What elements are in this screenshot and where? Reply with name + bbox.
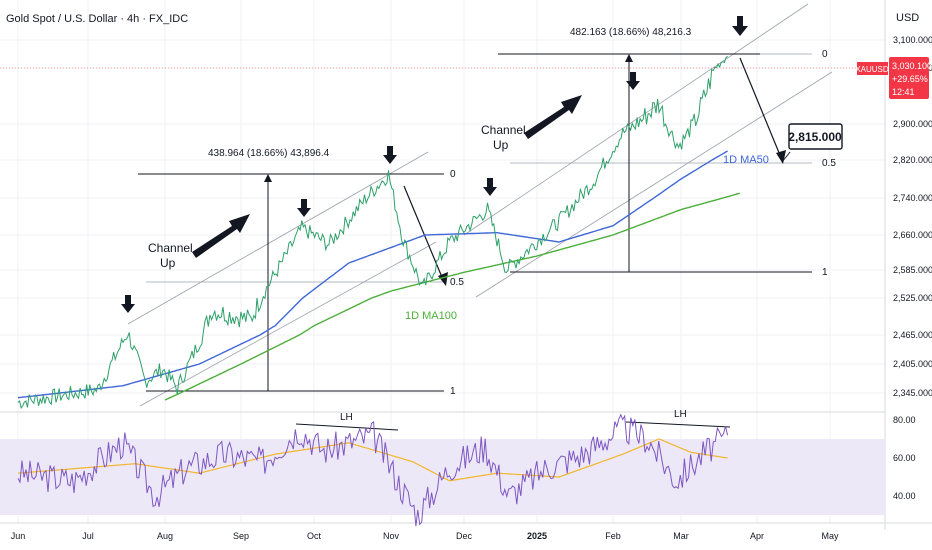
rsi-tick-label: 40.00 (893, 491, 916, 501)
time-tick-label: Mar (673, 531, 689, 541)
time-tick-label: Oct (307, 531, 322, 541)
channel-up-right-line1: Channel (481, 123, 526, 137)
channel-up-left-line1: Channel (148, 241, 193, 255)
fib-left-1-label: 1 (450, 386, 456, 397)
projection-left-line (403, 185, 445, 283)
time-tick-label: Aug (157, 531, 173, 541)
price-badge-countdown: 12:41 (892, 87, 915, 97)
down-arrow-dec (483, 178, 497, 196)
time-tick-label: Dec (456, 531, 473, 541)
trend-arrow-right (524, 95, 582, 139)
channel-up-label-right: Channel Up (481, 123, 529, 152)
fib-right-05-label: 0.5 (822, 158, 836, 169)
down-arrow-jul (121, 295, 135, 313)
price-tick-label: 2,900.000 (893, 119, 932, 129)
price-badge: XAUUSD 3,030.100 +29.65% 12:41 (855, 57, 932, 99)
price-line (17, 55, 728, 410)
down-arrow-oct (383, 146, 397, 164)
time-tick-label: Apr (750, 531, 764, 541)
channel-right-upper (463, 3, 809, 236)
projection-left-arrowhead (438, 272, 448, 286)
symbol-badge-bg (857, 62, 888, 75)
target-box (788, 123, 843, 150)
time-tick-label: Sep (233, 531, 249, 541)
price-tick-label: 2,585.000 (893, 265, 932, 275)
price-badge-change: +29.65% (892, 74, 928, 84)
symbol-title: Gold Spot / U.S. Dollar · 4h · FX_IDC (6, 13, 188, 25)
rsi-lh-label-left: LH (340, 412, 353, 423)
target-label: 2,815.000 (788, 130, 842, 144)
measure-left-label: 438.964 (18.66%) 43,896.4 (208, 148, 330, 159)
time-tick-label: May (821, 531, 839, 541)
target-pointer (781, 151, 791, 163)
drawings (121, 3, 843, 431)
time-tick-label: Jun (11, 531, 26, 541)
price-tick-label: 2,465.000 (893, 330, 932, 340)
rsi-lh-line-left (295, 423, 399, 431)
time-tick-label: 2025 (527, 531, 547, 541)
ma50-line (17, 150, 728, 399)
price-tick-label: 2,345.000 (893, 388, 932, 398)
price-badge-bg (889, 57, 929, 99)
fib-left-05-label: 0.5 (450, 277, 464, 288)
rsi-lh-line-right (625, 421, 731, 428)
ma50-label: 1D MA50 (723, 154, 769, 166)
price-tick-label: 2,820.000 (893, 155, 932, 165)
down-arrow-mar (732, 16, 748, 36)
measure-left-arrowhead (264, 174, 272, 182)
time-tick-label: Nov (383, 531, 400, 541)
price-tick-label: 2,525.000 (893, 293, 932, 303)
rsi-lh-label-right: LH (674, 409, 687, 420)
down-arrow-sep (297, 199, 311, 217)
channel-left-lower (139, 241, 437, 407)
time-tick-label: Feb (605, 531, 621, 541)
down-arrows (121, 16, 748, 313)
fib-right-0-label: 0 (822, 49, 828, 60)
time-axis[interactable]: Jun Jul Aug Sep Oct Nov Dec 2025 Feb Mar Apr May (11, 531, 839, 541)
measure-right-arrowhead (625, 54, 633, 62)
channel-up-label-left: Channel Up (148, 241, 196, 270)
projection-right-line (739, 57, 783, 161)
price-tick-label: 2,660.000 (893, 230, 932, 240)
price-tick-label: 2,405.000 (893, 359, 932, 369)
price-badge-price: 3,030.100 (892, 61, 932, 71)
price-tick-label: 3,100.000 (893, 35, 932, 45)
down-arrow-feb (626, 72, 640, 90)
rsi-tick-label: 60.00 (893, 453, 916, 463)
channel-left-upper (127, 151, 429, 325)
ma100-label: 1D MA100 (405, 310, 457, 322)
channel-up-right-line2: Up (493, 138, 509, 152)
rsi-tick-label: 80.00 (893, 415, 916, 425)
time-tick-label: Jul (82, 531, 94, 541)
channel-right-lower (475, 71, 833, 298)
ma100-line (164, 192, 740, 401)
channel-up-left-line2: Up (160, 256, 176, 270)
measure-right-label: 482.163 (18.66%) 48,216.3 (570, 27, 692, 38)
currency-label: USD (896, 12, 919, 24)
rsi-line (17, 413, 729, 527)
price-tick-label: 2,740.000 (893, 193, 932, 203)
fib-right-1-label: 1 (822, 267, 828, 278)
trend-arrow-left (192, 214, 250, 258)
fib-left-0-label: 0 (450, 169, 456, 180)
rsi-axis[interactable]: 80.00 60.00 40.00 (893, 415, 916, 501)
symbol-badge: XAUUSD (855, 65, 889, 74)
